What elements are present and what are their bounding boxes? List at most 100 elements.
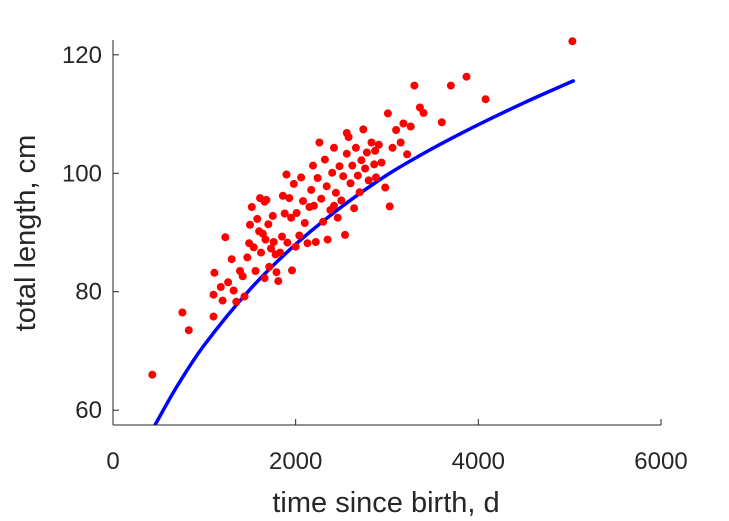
data-point [289,179,298,188]
x-tick-labels: 0 2000 4000 6000 [106,448,687,475]
data-point [362,148,371,157]
data-point [406,122,415,131]
data-point [246,220,254,229]
data-point [299,197,307,206]
data-point [268,211,277,220]
data-point [238,272,247,281]
data-point [342,149,351,158]
data-point [396,138,405,147]
data-point [288,266,296,275]
data-point [364,176,373,185]
data-point [337,196,346,205]
data-point [388,143,397,152]
data-point [257,248,265,257]
data-point [370,160,379,169]
data-point [333,213,342,222]
data-point [392,126,401,134]
data-point [278,232,286,241]
data-point [295,231,304,240]
data-point [218,296,227,305]
data-point [350,204,359,213]
y-tick-labels: 60 80 100 120 [62,42,102,424]
data-point [313,174,322,182]
data-point [249,243,258,252]
data-point [330,201,338,210]
data-point [278,191,287,200]
data-point [339,172,348,181]
data-point [309,161,317,170]
data-point [410,81,419,90]
y-tick-label: 60 [75,397,102,424]
data-point [287,213,296,222]
data-point [353,171,362,180]
data-point [247,203,256,211]
data-point [243,253,252,262]
data-point [240,292,249,301]
data-point [232,297,241,306]
data-point [253,214,262,223]
axes [112,40,662,426]
data-point [331,188,340,197]
data-point [317,194,326,203]
data-point [367,138,376,147]
data-point [381,183,390,192]
x-axis-label: time since birth, d [272,487,499,519]
data-point [216,283,225,291]
data-point [319,217,328,226]
data-point [209,312,218,321]
data-point [265,262,274,271]
data-point [311,238,320,246]
data-point [437,118,446,127]
fit-curve [153,79,576,425]
data-point [300,219,309,227]
data-point [260,274,269,283]
data-point [272,268,281,277]
data-point [359,125,368,134]
plot-area [148,37,577,425]
data-point [355,188,364,197]
data-point [178,308,187,317]
x-tick-label: 2000 [269,448,322,475]
x-tick-label: 0 [106,448,119,475]
data-point [264,220,273,229]
data-point [322,182,331,191]
data-point [210,268,219,277]
data-point [341,230,349,239]
y-tick-label: 120 [62,42,102,69]
y-axis-label: total length, cm [10,135,42,332]
x-tick-label: 6000 [634,448,687,475]
data-point [323,235,332,244]
data-point [283,238,292,247]
data-point [399,119,408,128]
data-point [330,143,338,152]
data-point [184,326,193,335]
data-point [335,162,344,171]
data-point [229,286,238,295]
data-point [261,235,270,244]
data-point [260,197,269,206]
x-tick-label: 4000 [452,448,505,475]
data-point [361,164,370,173]
data-point [274,277,283,286]
data-point [342,129,351,137]
data-point [227,255,236,264]
y-tick-label: 100 [62,160,102,187]
data-point [328,168,337,177]
data-point [315,138,324,147]
data-point [374,140,383,149]
data-point [307,185,316,194]
data-point [371,146,380,155]
data-point [357,156,366,165]
data-point [148,370,157,379]
data-point [269,238,278,246]
data-point [221,233,230,242]
data-point [292,209,301,217]
data-point [446,81,455,90]
data-point [419,108,428,117]
data-point [309,201,318,210]
data-point [377,158,386,167]
fit-curve-layer [153,79,576,425]
data-point [276,248,285,257]
data-point [351,143,360,152]
